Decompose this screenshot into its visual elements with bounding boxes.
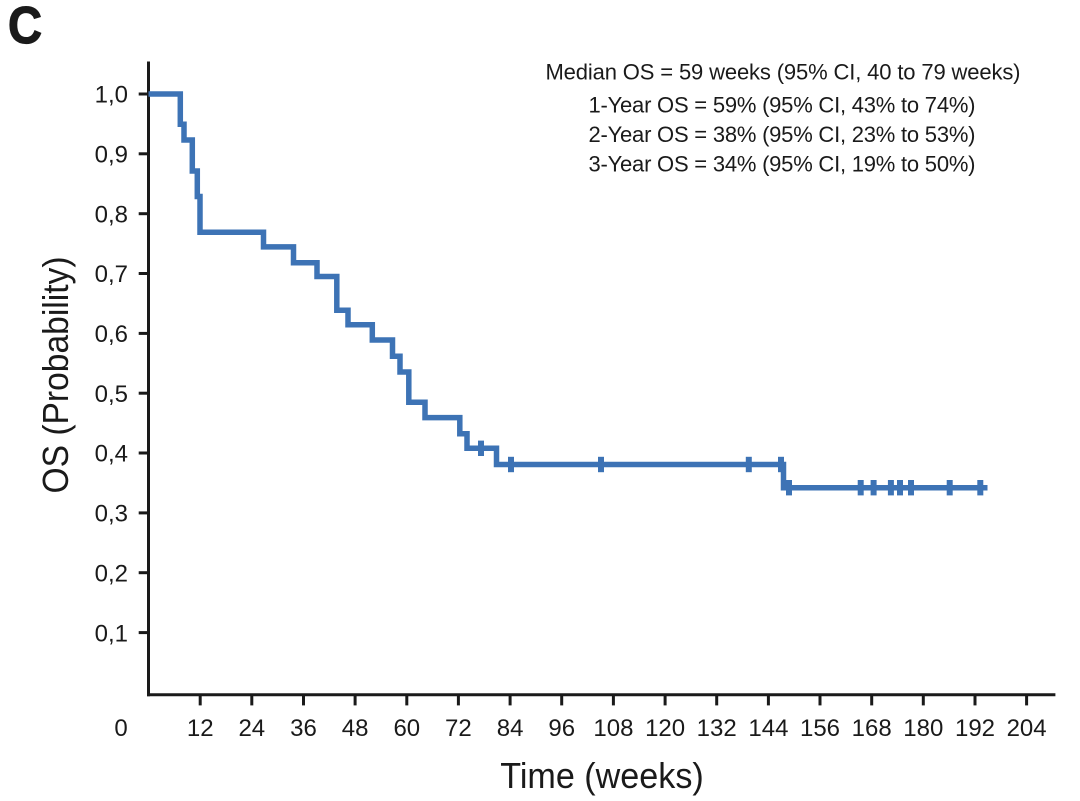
svg-text:0,3: 0,3: [95, 501, 128, 528]
svg-text:120: 120: [645, 715, 685, 742]
svg-text:156: 156: [800, 715, 840, 742]
svg-text:Time (weeks): Time (weeks): [500, 755, 704, 796]
svg-text:144: 144: [748, 715, 788, 742]
svg-text:0,7: 0,7: [95, 261, 128, 288]
svg-text:108: 108: [593, 715, 633, 742]
svg-text:96: 96: [548, 715, 575, 742]
svg-text:180: 180: [903, 715, 943, 742]
svg-text:0,2: 0,2: [95, 560, 128, 587]
svg-text:0,4: 0,4: [95, 441, 128, 468]
svg-text:0,8: 0,8: [95, 201, 128, 228]
svg-text:192: 192: [955, 715, 995, 742]
svg-text:48: 48: [342, 715, 369, 742]
svg-text:132: 132: [697, 715, 737, 742]
svg-text:OS (Probability): OS (Probability): [35, 257, 76, 494]
svg-text:84: 84: [497, 715, 524, 742]
svg-text:12: 12: [187, 715, 214, 742]
svg-text:0,6: 0,6: [95, 321, 128, 348]
svg-text:168: 168: [852, 715, 892, 742]
svg-text:1,0: 1,0: [95, 82, 128, 109]
svg-text:24: 24: [238, 715, 265, 742]
svg-text:Median OS = 59 weeks (95% CI,: Median OS = 59 weeks (95% CI, 40 to 79 w…: [546, 60, 1021, 85]
svg-text:60: 60: [393, 715, 420, 742]
svg-text:0: 0: [114, 715, 127, 742]
svg-text:1-Year OS = 59% (95% CI, 43% t: 1-Year OS = 59% (95% CI, 43% to 74%): [589, 92, 976, 117]
svg-text:72: 72: [445, 715, 472, 742]
svg-text:2-Year OS = 38% (95% CI, 23% t: 2-Year OS = 38% (95% CI, 23% to 53%): [589, 122, 976, 147]
svg-text:36: 36: [290, 715, 317, 742]
svg-text:3-Year OS = 34% (95% CI, 19% t: 3-Year OS = 34% (95% CI, 19% to 50%): [589, 152, 976, 177]
svg-text:C: C: [8, 0, 42, 55]
svg-text:0,1: 0,1: [95, 620, 128, 647]
svg-text:204: 204: [1007, 715, 1047, 742]
svg-text:0,9: 0,9: [95, 142, 128, 169]
svg-text:0,5: 0,5: [95, 381, 128, 408]
